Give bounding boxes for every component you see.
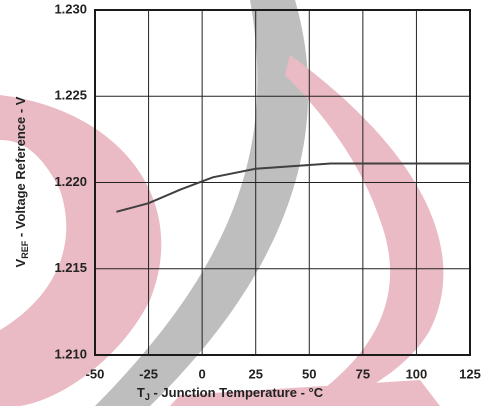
plot: 1.210 1.215 1.220 1.225 1.230 -50 -25 0 25 50 75 10… [54,1,480,381]
series-line [116,162,470,213]
x-tick-label: 0 [199,366,206,381]
y-tick-label: 1.210 [54,346,87,361]
x-tick-label: 75 [356,366,370,381]
y-label-symbol: V [13,258,28,267]
y-label-text: - Voltage Reference - V [13,96,28,241]
x-label-text: - Junction Temperature - °C [150,385,324,400]
x-tick-label: 50 [302,366,316,381]
y-label-subscript: REF [20,240,30,259]
x-tick-label: 25 [248,366,262,381]
x-tick-label: 125 [459,366,481,381]
x-tick-label: -50 [86,366,105,381]
y-tick-label: 1.220 [54,174,87,189]
x-tick-label: -25 [139,366,158,381]
watermark [0,0,444,406]
x-tick-label: 100 [406,366,428,381]
y-tick-label: 1.215 [54,260,87,275]
y-tick-label: 1.225 [54,88,87,103]
y-tick-label: 1.230 [54,1,87,16]
x-axis-label: TJ - Junction Temperature - °C [137,385,324,402]
x-label-subscript: J [145,392,150,402]
x-label-symbol: T [137,385,145,400]
y-axis-label: VREF - Voltage Reference - V [13,96,30,267]
